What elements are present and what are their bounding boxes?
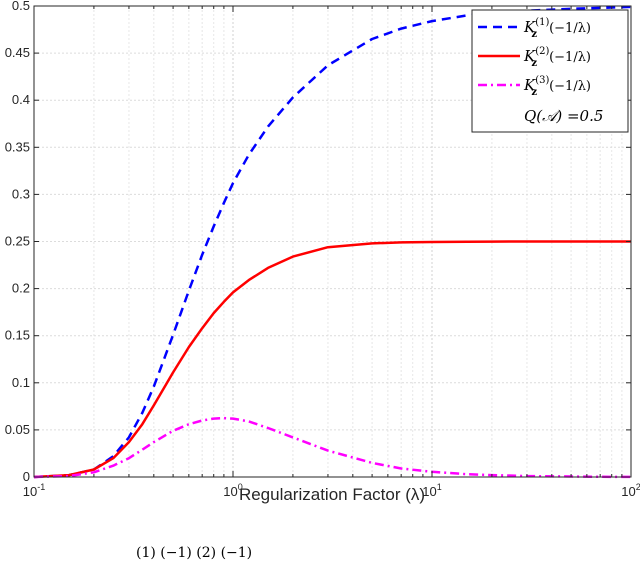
series-line-3	[33, 416, 632, 479]
series-line-2	[33, 240, 631, 479]
y-tick-label: 0.1	[12, 375, 30, 390]
x-tick-label: 100	[223, 482, 242, 499]
legend-label-1: K(1) z (−1/λ)	[523, 17, 591, 40]
y-tick-label: 0.3	[12, 186, 30, 201]
y-tick-label: 0.25	[5, 234, 30, 249]
y-tick-label: 0.45	[5, 45, 30, 60]
y-tick-labels: 0 0.05 0.1 0.15 0.2 0.25 0.3 0.35 0.4 0.45 0.5	[5, 0, 30, 484]
caption-fragment: (1) (−1) (2) (−1)	[136, 545, 252, 561]
x-axis-title: Regularization Factor (λ)	[239, 485, 425, 504]
legend: K(1) z (−1/λ) K(2) z (−1/λ) K(3) z (−1/λ) Q(𝒜) =…	[471, 9, 629, 133]
x-tick-label: 102	[621, 482, 640, 499]
y-tick-label: 0.35	[5, 139, 30, 154]
y-tick-label: 0.2	[12, 281, 30, 296]
y-tick-label: 0.15	[5, 328, 30, 343]
y-tick-label: 0	[23, 469, 30, 484]
y-tick-label: 0.05	[5, 422, 30, 437]
legend-annotation: Q(𝒜) =0.5	[524, 107, 603, 125]
legend-label-2: K(2) z (−1/λ)	[523, 46, 591, 69]
x-tick-label: 101	[422, 482, 441, 499]
legend-box	[471, 9, 629, 133]
y-tick-label: 0.4	[12, 92, 30, 107]
x-tick-labels: 10-1 100 101 102	[23, 482, 640, 499]
legend-label-3: K(3) z (−1/λ)	[523, 75, 591, 98]
x-tick-label: 10-1	[23, 482, 45, 499]
y-tick-label: 0.5	[12, 0, 30, 13]
